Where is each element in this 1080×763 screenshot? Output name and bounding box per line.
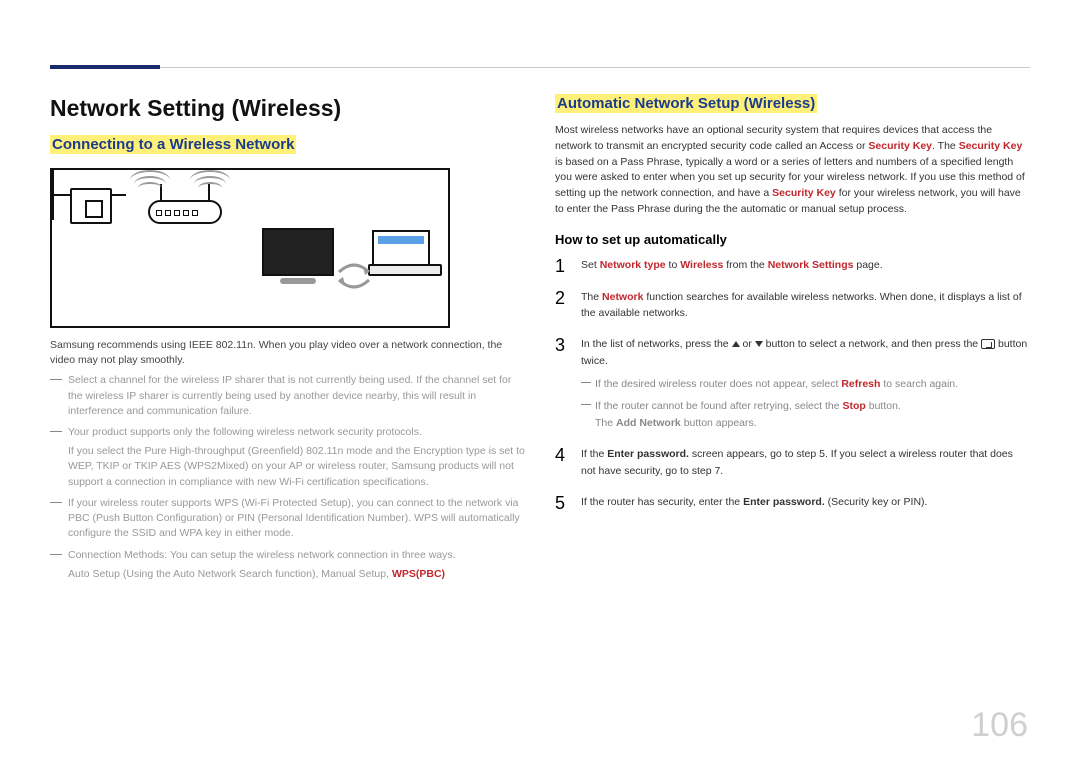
cable-segment	[52, 170, 54, 194]
down-arrow-icon	[755, 341, 763, 347]
section-heading-left: Connecting to a Wireless Network	[50, 135, 296, 154]
wireless-diagram	[50, 168, 450, 328]
step-number: 3	[555, 336, 571, 432]
page-number: 106	[971, 706, 1028, 745]
cable-segment	[52, 196, 54, 220]
step-item: 2 The Network function searches for avai…	[555, 289, 1030, 323]
tv-stand	[280, 278, 316, 284]
step-text: If the router has security, enter the En…	[581, 494, 927, 512]
list-item: Connection Methods: You can setup the wi…	[50, 548, 525, 582]
step-item: 1 Set Network type to Wireless from the …	[555, 257, 1030, 275]
list-continuation: Auto Setup (Using the Auto Network Searc…	[68, 567, 525, 582]
list-continuation: If you select the Pure High-throughput (…	[68, 444, 525, 490]
tv-icon	[262, 228, 334, 276]
page-title: Network Setting (Wireless)	[50, 95, 525, 122]
content-columns: Network Setting (Wireless) Connecting to…	[50, 95, 1030, 588]
laptop-icon	[372, 230, 430, 268]
step-item: 3 In the list of networks, press the or …	[555, 336, 1030, 432]
section-heading-right: Automatic Network Setup (Wireless)	[555, 94, 817, 113]
left-column: Network Setting (Wireless) Connecting to…	[50, 95, 525, 588]
step-note: If the router cannot be found after retr…	[581, 398, 1030, 432]
step-text: Set Network type to Wireless from the Ne…	[581, 257, 883, 275]
step-item: 5 If the router has security, enter the …	[555, 494, 1030, 512]
header-rule	[50, 65, 1030, 69]
wall-jack-icon	[70, 188, 112, 224]
step-item: 4 If the Enter password. screen appears,…	[555, 446, 1030, 480]
list-text: Your product supports only the following…	[68, 426, 422, 438]
sync-arrows-icon	[334, 262, 374, 286]
step-number: 2	[555, 289, 571, 323]
step-number: 5	[555, 494, 571, 512]
subheading: How to set up automatically	[555, 232, 1030, 247]
step-text: The Network function searches for availa…	[581, 289, 1030, 323]
list-text: If your wireless router supports WPS (Wi…	[68, 497, 520, 539]
wifi-signal-icon	[382, 178, 422, 202]
numbered-steps: 1 Set Network type to Wireless from the …	[555, 257, 1030, 512]
intro-paragraph-right: Most wireless networks have an optional …	[555, 123, 1030, 218]
list-item: If your wireless router supports WPS (Wi…	[50, 496, 525, 542]
step-text: If the Enter password. screen appears, g…	[581, 446, 1030, 480]
router-ports	[156, 210, 214, 218]
list-item: Select a channel for the wireless IP sha…	[50, 373, 525, 419]
step-number: 1	[555, 257, 571, 275]
right-column: Automatic Network Setup (Wireless) Most …	[555, 95, 1030, 588]
list-text: Select a channel for the wireless IP sha…	[68, 374, 511, 416]
up-arrow-icon	[732, 341, 740, 347]
header-rule-line	[50, 67, 1030, 68]
wifi-signal-icon	[280, 178, 320, 202]
step-text: In the list of networks, press the or bu…	[581, 336, 1030, 432]
header-rule-accent	[50, 65, 160, 69]
step-number: 4	[555, 446, 571, 480]
step-note: If the desired wireless router does not …	[581, 376, 1030, 393]
bullet-list: Select a channel for the wireless IP sha…	[50, 373, 525, 582]
intro-paragraph: Samsung recommends using IEEE 802.11n. W…	[50, 338, 525, 367]
list-item: Your product supports only the following…	[50, 425, 525, 490]
list-text: Connection Methods: You can setup the wi…	[68, 549, 456, 561]
enter-icon	[981, 339, 995, 349]
wifi-signal-icon	[198, 172, 288, 196]
